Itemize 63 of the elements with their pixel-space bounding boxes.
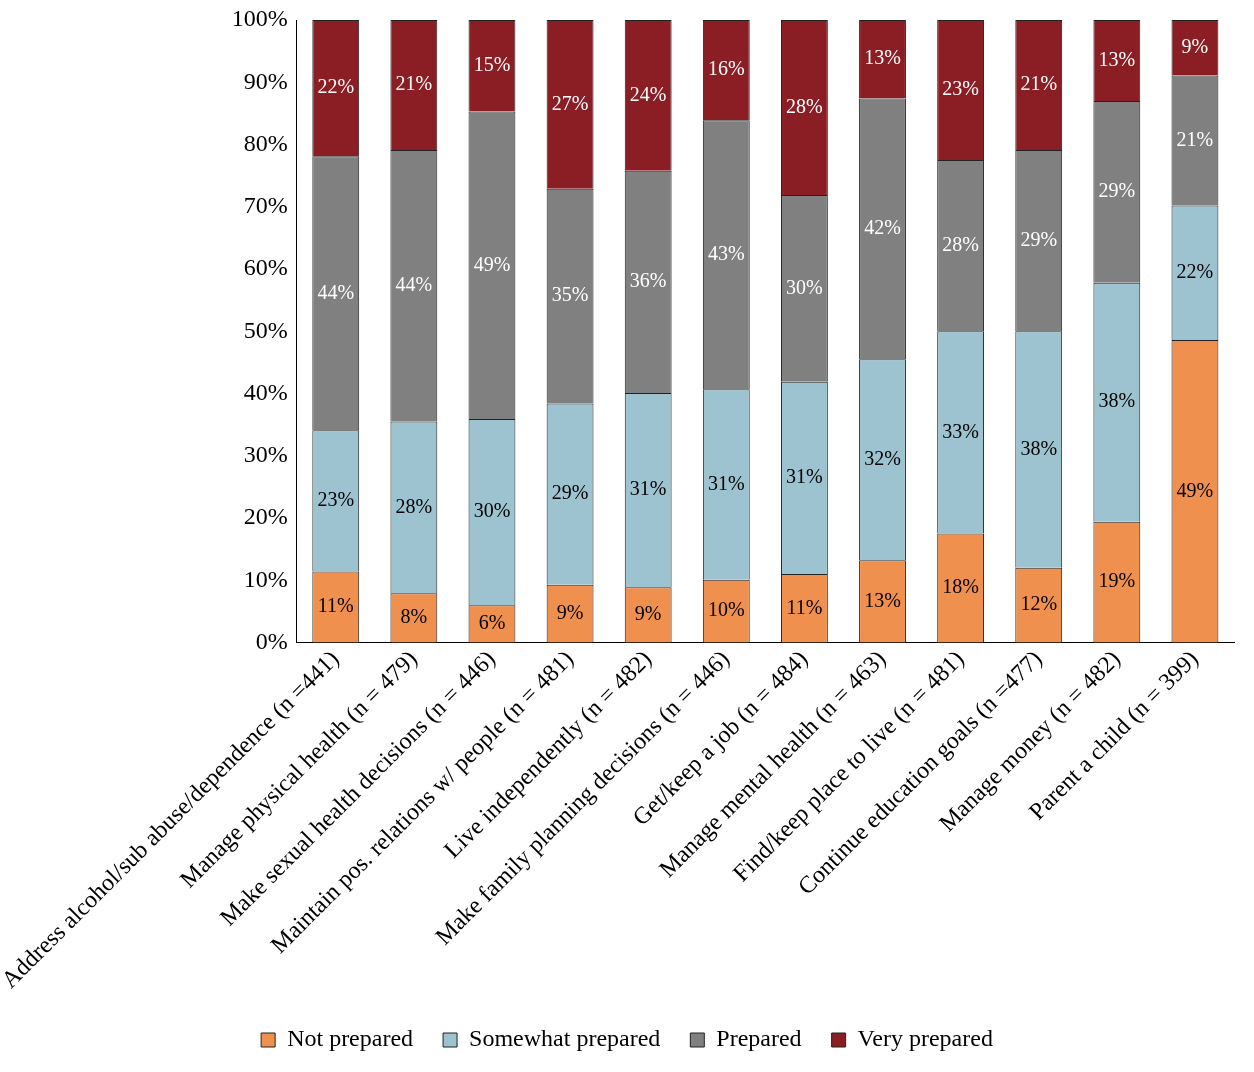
data-label: 21% [395, 72, 433, 95]
legend-label: Prepared [716, 1025, 802, 1052]
y-tick-label: 100% [231, 5, 288, 32]
data-label: 31% [707, 471, 745, 494]
data-label: 11% [786, 595, 823, 618]
data-label: 35% [551, 283, 589, 306]
data-label: 18% [942, 575, 979, 598]
y-tick-label: 50% [243, 316, 288, 343]
data-label: 22% [1176, 260, 1214, 282]
data-label: 9% [556, 600, 584, 623]
data-label: 13% [864, 588, 901, 611]
data-label: 9% [1181, 34, 1209, 57]
data-label: 21% [1020, 72, 1058, 95]
data-label: 30% [786, 275, 823, 298]
data-label: 30% [473, 499, 511, 522]
data-label: 28% [942, 232, 979, 255]
data-label: 11% [317, 594, 354, 617]
data-label: 13% [864, 46, 901, 69]
data-label: 24% [629, 82, 667, 105]
data-label: 31% [786, 465, 823, 488]
data-label: 8% [400, 605, 428, 628]
data-label: 10% [707, 598, 745, 621]
data-label: 29% [551, 481, 589, 504]
data-label: 36% [629, 269, 667, 292]
y-tick-label: 80% [243, 129, 288, 156]
data-label: 38% [1098, 389, 1136, 412]
y-tick-label: 90% [243, 67, 288, 94]
data-label: 44% [317, 280, 355, 303]
data-label: 31% [629, 477, 667, 500]
y-tick-label: 40% [243, 378, 288, 405]
y-tick-label: 10% [243, 565, 288, 592]
y-tick-label: 0% [255, 627, 288, 654]
data-label: 29% [1020, 227, 1058, 250]
data-label: 28% [395, 494, 433, 517]
data-label: 13% [1098, 47, 1136, 70]
legend-label: Somewhat prepared [469, 1025, 661, 1052]
data-label: 29% [1098, 179, 1136, 202]
legend-label: Not prepared [287, 1025, 414, 1052]
data-label: 33% [942, 419, 979, 442]
data-label: 19% [1098, 569, 1136, 592]
data-label: 23% [942, 77, 979, 100]
data-label: 22% [317, 75, 355, 98]
data-label: 15% [473, 53, 511, 76]
data-label: 49% [1176, 478, 1214, 501]
data-label: 43% [707, 241, 745, 264]
data-label: 32% [864, 447, 901, 470]
data-label: 12% [1020, 592, 1058, 615]
data-label: 21% [1176, 127, 1214, 150]
y-tick-label: 70% [243, 192, 288, 219]
data-label: 28% [786, 94, 823, 117]
data-label: 44% [395, 273, 433, 296]
data-label: 9% [634, 602, 662, 625]
data-label: 6% [478, 611, 506, 634]
legend-label: Very prepared [857, 1025, 993, 1052]
data-label: 16% [707, 57, 745, 80]
y-tick-label: 30% [243, 441, 288, 468]
data-label: 23% [317, 488, 355, 511]
data-label: 49% [473, 252, 511, 275]
y-tick-label: 20% [243, 503, 288, 530]
data-label: 42% [864, 216, 901, 239]
data-label: 27% [551, 91, 589, 114]
y-tick-label: 60% [243, 254, 288, 281]
data-label: 38% [1020, 436, 1058, 459]
